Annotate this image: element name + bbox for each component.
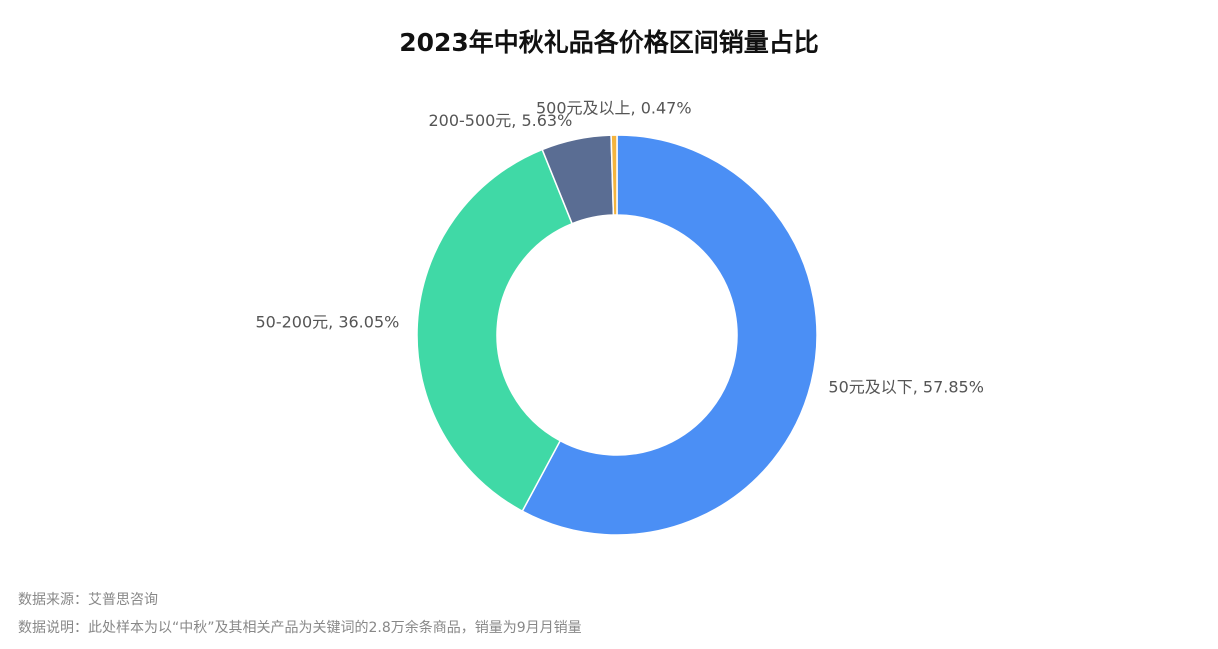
donut-slice xyxy=(521,134,818,536)
data-label: 50-200元, 36.05% xyxy=(255,313,399,332)
data-label: 500元及以上, 0.47% xyxy=(536,99,692,118)
source-note: 数据来源：艾普思咨询 xyxy=(18,592,158,608)
data-label: 50元及以下, 57.85% xyxy=(828,378,984,397)
donut-slice xyxy=(416,148,574,513)
chart-title: 2023年中秋礼品各价格区间销量占比 xyxy=(399,28,819,57)
data-label: 200-500元, 5.63% xyxy=(428,111,572,130)
donut-slice xyxy=(610,134,618,216)
data-note: 数据说明：此处样本为以“中秋”及其相关产品为关键词的2.8万余条商品，销量为9月… xyxy=(18,619,582,636)
